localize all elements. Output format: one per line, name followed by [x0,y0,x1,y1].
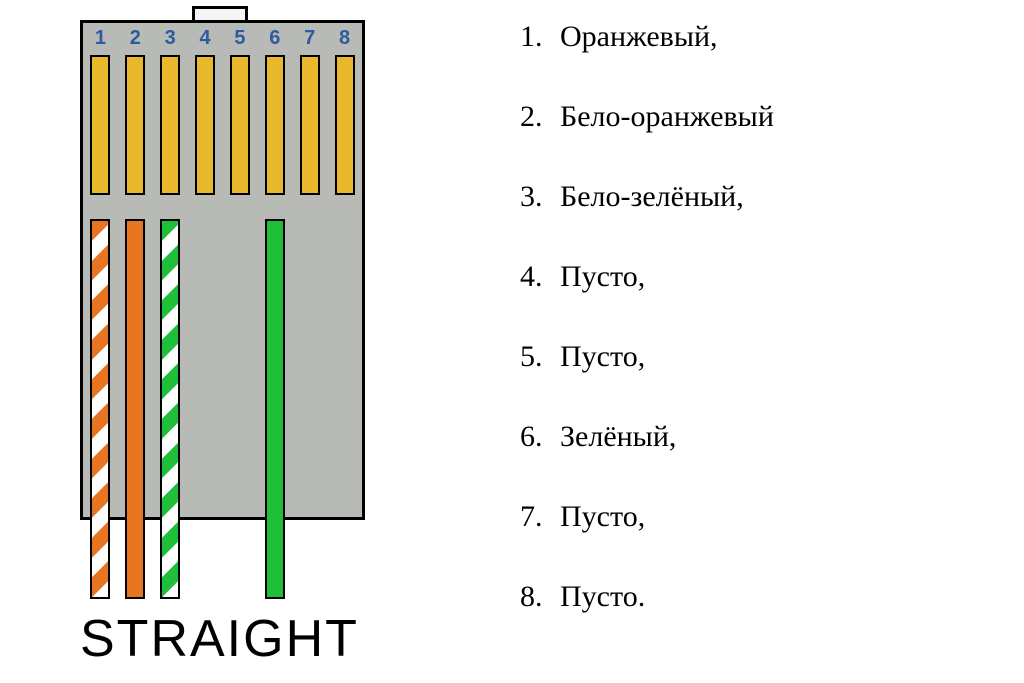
pin-contact [160,55,180,195]
pin-number: 2 [118,27,153,50]
pin-contact [335,55,355,195]
pin-contact [195,55,215,195]
pin-number: 1 [83,27,118,50]
legend-item-label: Бело-зелёный, [560,180,744,213]
pin-number: 5 [223,27,258,50]
legend-item: 6.Зелёный, [520,420,1024,454]
pin-number: 6 [257,27,292,50]
pin-contact-row [83,55,362,195]
wire-area [83,219,362,519]
pin-contact [265,55,285,195]
diagram-label: STRAIGHT [80,609,359,669]
legend-item: 5.Пусто, [520,340,1024,374]
legend-item: 3.Бело-зелёный, [520,180,1024,214]
legend-item-label: Пусто, [560,340,645,373]
pin-number: 7 [292,27,327,50]
color-legend: 1.Оранжевый, 2.Бело-оранжевый 3.Бело-зелён… [480,0,1024,683]
legend-item-label: Пусто, [560,260,645,293]
legend-item: 4.Пусто, [520,260,1024,294]
legend-item-number: 6. [520,420,560,454]
legend-item: 8.Пусто. [520,580,1024,614]
wire [265,219,285,599]
pin-contact [90,55,110,195]
pin-contact [300,55,320,195]
pin-number: 3 [153,27,188,50]
legend-item-number: 5. [520,340,560,374]
wire [90,219,110,599]
legend-item-label: Пусто, [560,500,645,533]
legend-item: 7.Пусто, [520,500,1024,534]
pin-number: 4 [188,27,223,50]
legend-item-number: 7. [520,500,560,534]
legend-item-label: Зелёный, [560,420,676,453]
legend-item: 2.Бело-оранжевый [520,100,1024,134]
legend-item-number: 8. [520,580,560,614]
legend-item-number: 1. [520,20,560,54]
legend-item-number: 2. [520,100,560,134]
legend-item-number: 3. [520,180,560,214]
wire [125,219,145,599]
pin-number-row: 12345678 [83,27,362,50]
connector-body: 12345678 [80,20,365,520]
legend-item-label: Пусто. [560,580,645,613]
rj45-connector-diagram: 12345678 STRAIGHT [0,0,480,683]
legend-item-label: Бело-оранжевый [560,100,774,133]
pin-contact [125,55,145,195]
legend-item: 1.Оранжевый, [520,20,1024,54]
pin-contact [230,55,250,195]
pin-number: 8 [327,27,362,50]
wire [160,219,180,599]
legend-item-number: 4. [520,260,560,294]
legend-item-label: Оранжевый, [560,20,718,53]
